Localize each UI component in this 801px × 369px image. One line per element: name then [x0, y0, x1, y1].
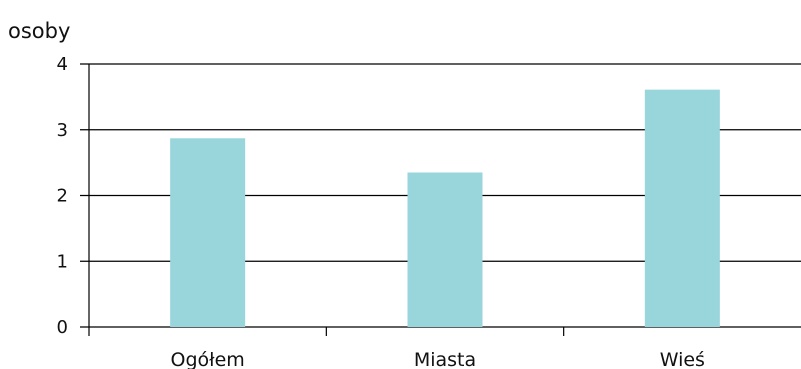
y-tick-label-1: 1: [57, 251, 68, 272]
bar-2: [644, 89, 720, 327]
axes: [88, 64, 565, 336]
y-tick-label-0: 0: [57, 317, 68, 338]
bars: [170, 89, 720, 327]
category-labels: Ogółem Miasta Wieś: [171, 349, 705, 369]
bar-1: [407, 172, 483, 327]
y-tick-labels: 0 1 2 3 4: [57, 54, 68, 338]
bar-0: [170, 138, 246, 327]
category-label-1: Miasta: [414, 349, 476, 369]
y-tick-label-2: 2: [57, 186, 68, 207]
category-label-2: Wieś: [660, 349, 705, 369]
y-axis-unit-label: osoby: [8, 19, 70, 43]
y-tick-label-3: 3: [57, 120, 68, 141]
y-tick-label-4: 4: [57, 54, 68, 75]
category-label-0: Ogółem: [171, 349, 245, 369]
